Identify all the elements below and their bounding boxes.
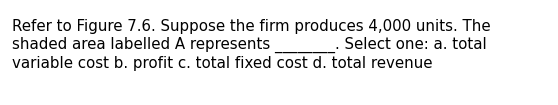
Text: Refer to Figure 7.6. Suppose the firm produces 4,000 units. The
shaded area labe: Refer to Figure 7.6. Suppose the firm pr… bbox=[12, 19, 491, 71]
